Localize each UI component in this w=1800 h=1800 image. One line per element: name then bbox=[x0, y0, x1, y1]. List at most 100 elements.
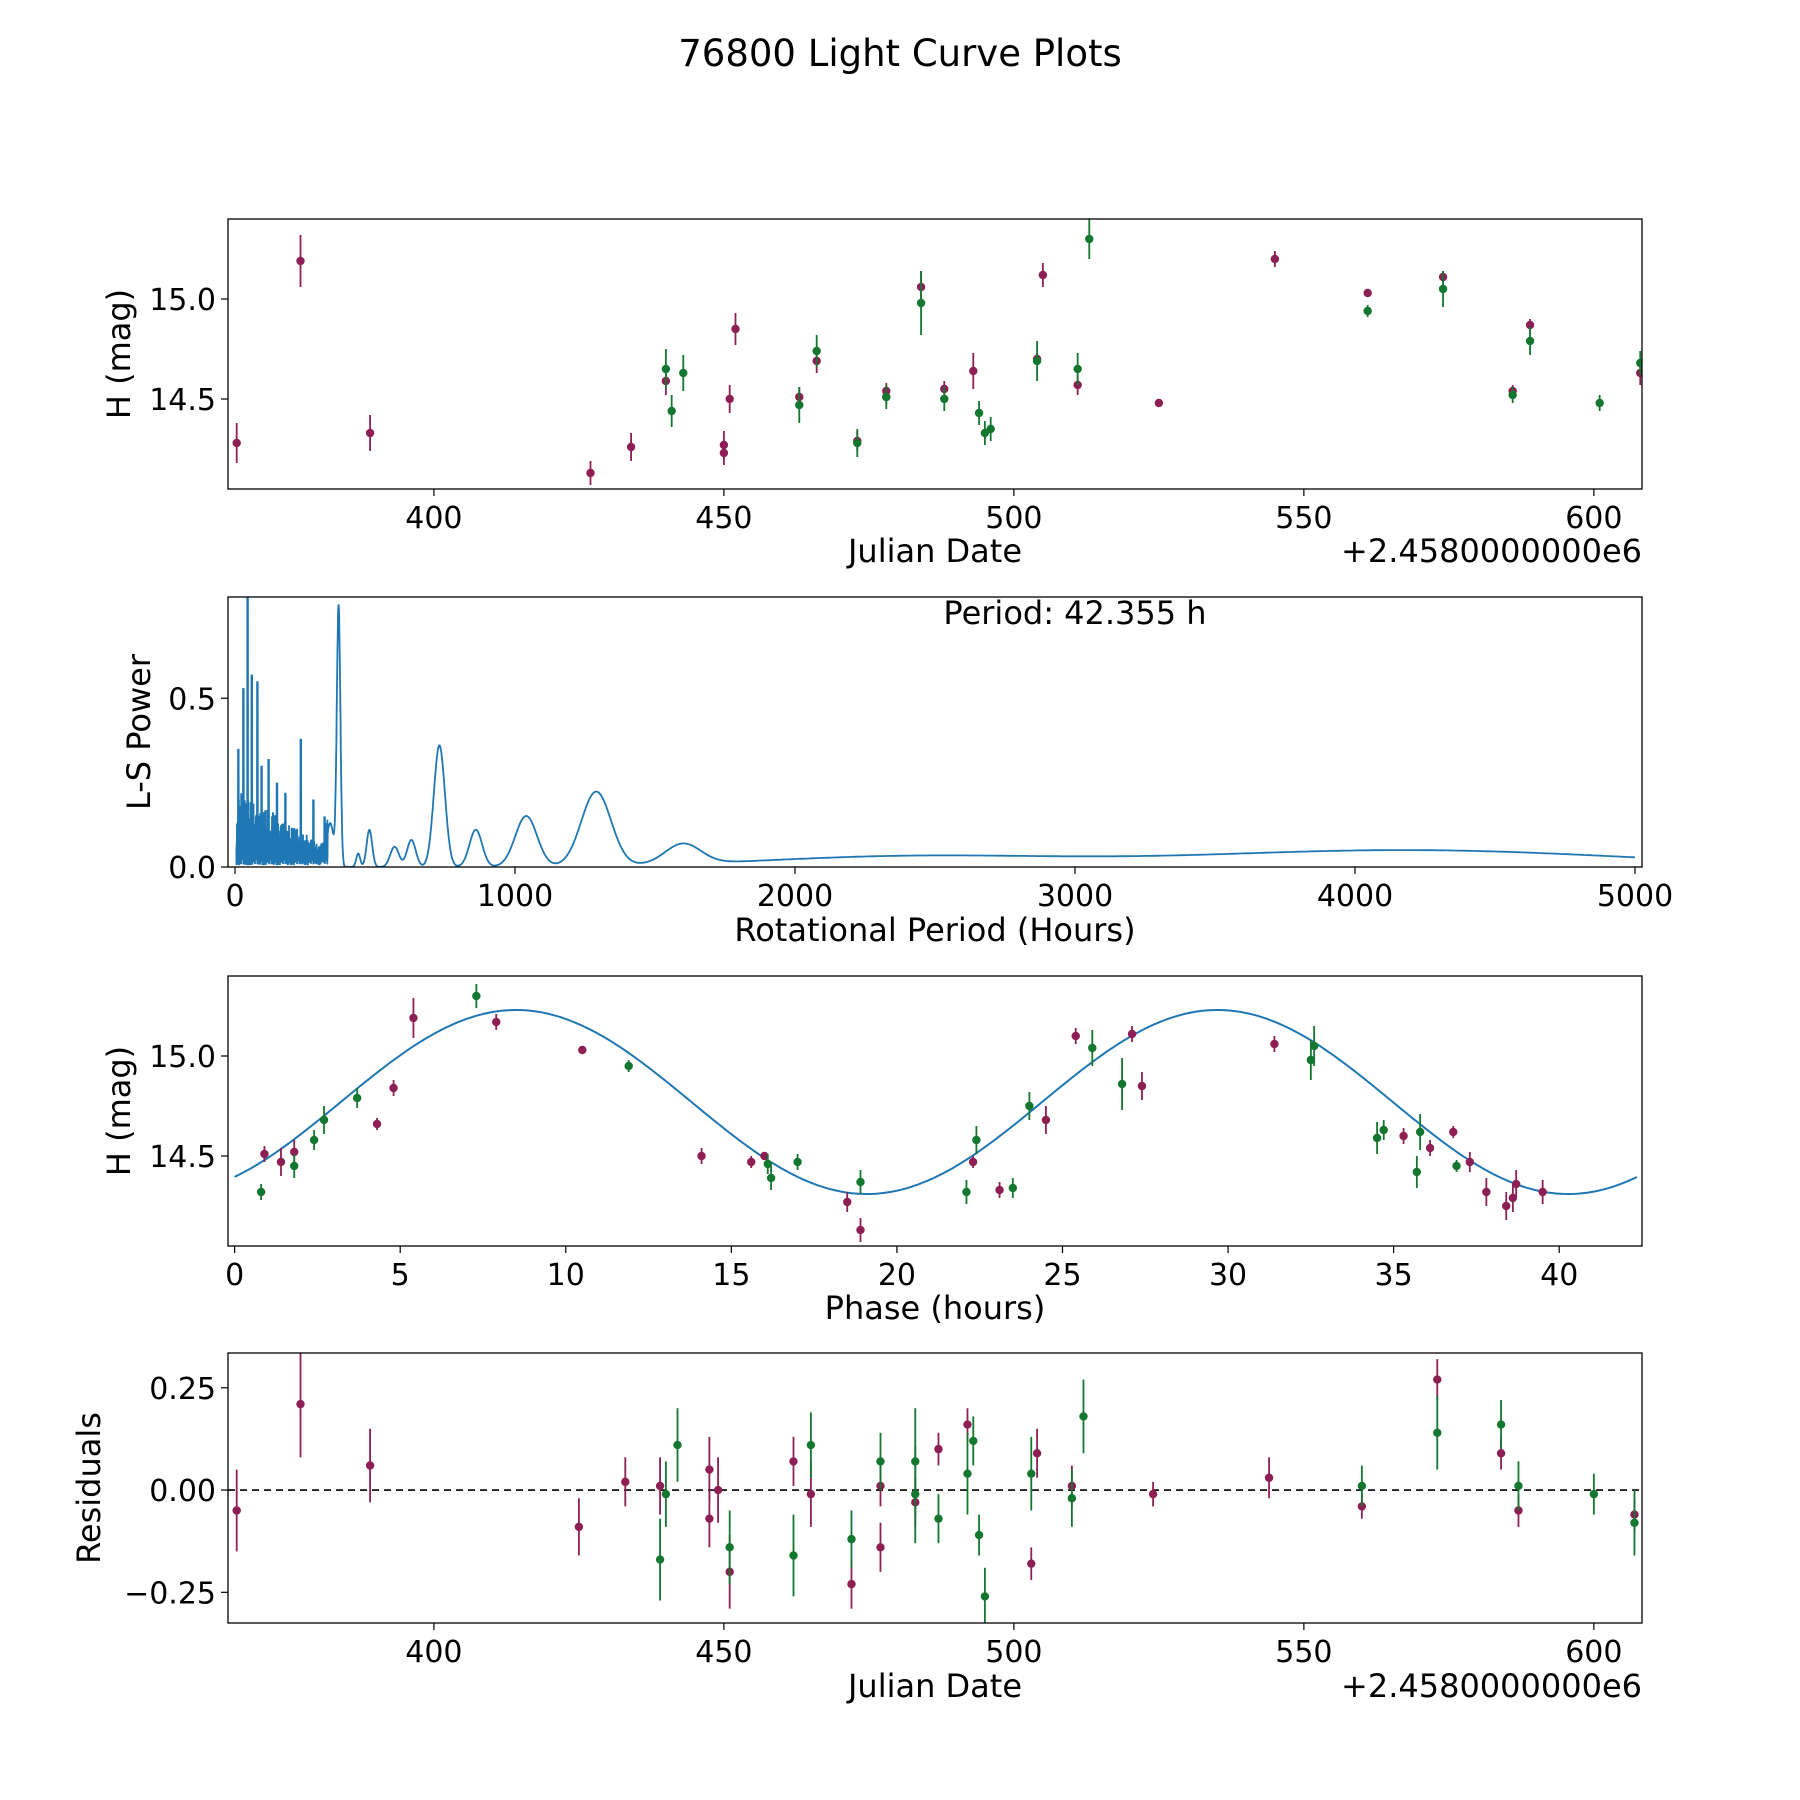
residuals-ticks: 400 450 500 550 600 0.25 0.00 −0.25 bbox=[124, 1372, 1622, 1670]
red-point bbox=[719, 440, 729, 450]
green-point bbox=[847, 1534, 856, 1544]
green-point bbox=[673, 1440, 682, 1450]
green-point bbox=[1085, 234, 1094, 244]
red-point bbox=[856, 1225, 865, 1235]
x-tick-label: 500 bbox=[985, 501, 1042, 536]
red-point bbox=[1071, 1031, 1080, 1041]
green-point bbox=[969, 1436, 978, 1446]
red-point bbox=[1508, 1193, 1518, 1203]
green-point bbox=[1027, 1469, 1036, 1478]
residuals-xlabel: Julian Date bbox=[846, 1667, 1022, 1705]
x-tick-label: 20 bbox=[878, 1258, 916, 1293]
red-point bbox=[1264, 1473, 1274, 1482]
green-point bbox=[856, 1177, 865, 1187]
red-point bbox=[1449, 1127, 1458, 1137]
red-point bbox=[760, 1151, 769, 1161]
red-point bbox=[389, 1083, 398, 1093]
x-tick-label: 500 bbox=[985, 1635, 1042, 1670]
green-point bbox=[1306, 1055, 1316, 1065]
red-point bbox=[276, 1157, 286, 1167]
lightcurve-axes-frame bbox=[227, 218, 1643, 490]
x-tick-label: 25 bbox=[1043, 1258, 1081, 1293]
red-point bbox=[963, 1420, 972, 1429]
red-point bbox=[934, 1444, 943, 1454]
x-tick-label: 450 bbox=[695, 1635, 752, 1670]
lightcurve-panel: 400 450 500 550 600 14.5 15.0 Julian Date +2.4… bbox=[100, 218, 1643, 570]
green-point bbox=[667, 406, 676, 416]
red-point bbox=[365, 1461, 375, 1470]
red-point bbox=[1502, 1201, 1511, 1211]
red-point bbox=[621, 1477, 630, 1487]
green-point bbox=[1589, 1489, 1599, 1499]
phased-points bbox=[234, 984, 1638, 1242]
green-point bbox=[1073, 364, 1082, 374]
red-point bbox=[1465, 1157, 1475, 1167]
green-point bbox=[986, 424, 995, 434]
green-point bbox=[1025, 1101, 1034, 1111]
green-point bbox=[1595, 398, 1604, 408]
red-point bbox=[697, 1151, 706, 1161]
red-point bbox=[725, 394, 734, 404]
green-point bbox=[1433, 1428, 1442, 1437]
x-tick-label: 5 bbox=[391, 1258, 410, 1293]
x-tick-label: 550 bbox=[1275, 1635, 1332, 1670]
green-point bbox=[916, 298, 926, 308]
periodogram-ylabel: L-S Power bbox=[120, 653, 158, 810]
green-point bbox=[962, 1187, 971, 1197]
lightcurve-points bbox=[232, 219, 1642, 485]
red-point bbox=[1425, 1143, 1435, 1153]
red-point bbox=[232, 438, 241, 448]
lightcurve-xlabel: Julian Date bbox=[846, 532, 1022, 570]
red-point bbox=[1270, 1039, 1279, 1049]
red-point bbox=[365, 428, 375, 438]
y-tick-label: 0.25 bbox=[149, 1372, 216, 1407]
y-tick-label: 14.5 bbox=[149, 383, 216, 418]
red-point bbox=[969, 366, 978, 376]
residuals-panel: 400 450 500 550 600 0.25 0.00 −0.25 Julian Date… bbox=[70, 1352, 1643, 1705]
red-point bbox=[586, 468, 595, 478]
green-point bbox=[853, 438, 862, 448]
red-point bbox=[1038, 270, 1048, 280]
red-point bbox=[1027, 1559, 1036, 1568]
red-point bbox=[296, 1399, 305, 1409]
red-point bbox=[705, 1465, 714, 1474]
red-point bbox=[1511, 1179, 1521, 1189]
red-point bbox=[705, 1514, 714, 1523]
phased-ylabel: H (mag) bbox=[100, 1046, 138, 1176]
green-point bbox=[974, 1530, 984, 1540]
green-point bbox=[980, 1592, 990, 1601]
green-point bbox=[624, 1061, 633, 1071]
red-point bbox=[1127, 1029, 1137, 1039]
green-point bbox=[766, 1173, 776, 1183]
sinusoid-fit-line bbox=[234, 1009, 1638, 1195]
red-point bbox=[843, 1197, 852, 1207]
y-tick-label: 14.5 bbox=[149, 1140, 216, 1175]
green-point bbox=[1309, 1041, 1319, 1051]
green-point bbox=[1514, 1481, 1523, 1491]
red-point bbox=[260, 1149, 269, 1159]
red-point bbox=[409, 1013, 418, 1023]
green-point bbox=[1496, 1420, 1506, 1429]
x-tick-label: 5000 bbox=[1597, 879, 1673, 914]
green-point bbox=[812, 346, 821, 356]
green-point bbox=[352, 1093, 362, 1103]
green-point bbox=[793, 1157, 802, 1167]
red-point bbox=[876, 1543, 885, 1552]
green-point bbox=[972, 1135, 981, 1145]
residuals-points bbox=[228, 1353, 1642, 1623]
red-point bbox=[713, 1485, 723, 1495]
green-point bbox=[256, 1187, 266, 1197]
y-tick-label: 0.5 bbox=[168, 682, 216, 717]
green-point bbox=[911, 1489, 920, 1499]
green-point bbox=[1357, 1481, 1367, 1491]
green-point bbox=[1363, 306, 1372, 316]
green-point bbox=[1452, 1161, 1461, 1171]
red-point bbox=[1433, 1375, 1442, 1384]
red-point bbox=[492, 1017, 501, 1027]
green-point bbox=[1412, 1167, 1422, 1177]
green-point bbox=[963, 1469, 972, 1478]
green-point bbox=[763, 1159, 772, 1169]
x-tick-label: 400 bbox=[405, 1635, 462, 1670]
x-tick-label: 15 bbox=[712, 1258, 750, 1293]
